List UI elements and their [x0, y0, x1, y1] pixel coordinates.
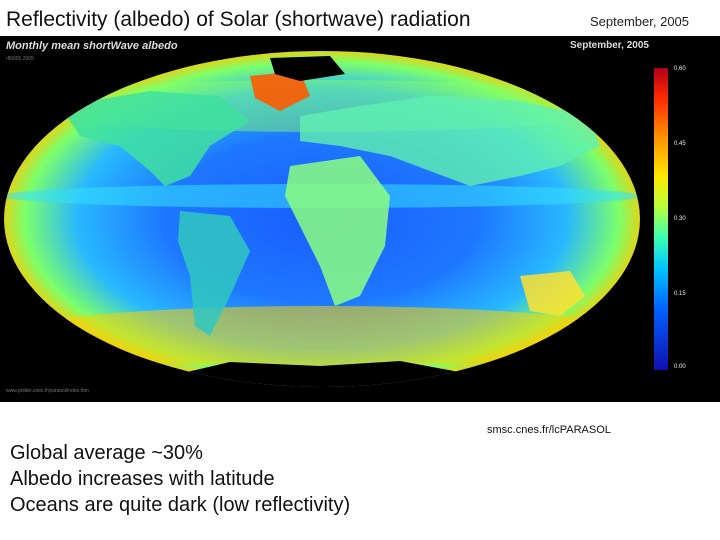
cloud-band-south	[4, 306, 640, 366]
colorbar-tick: 0.30	[674, 216, 686, 222]
slide-title: Reflectivity (albedo) of Solar (shortwav…	[6, 8, 471, 31]
source-credit: smsc.cnes.fr/lcPARASOL	[487, 424, 611, 436]
colorbar-tick: 0.60	[674, 66, 686, 72]
colorbar-tick: 0.45	[674, 141, 686, 147]
colorbar-tick: 0.00	[674, 364, 686, 370]
slide-date: September, 2005	[590, 14, 690, 29]
antarctica-shape	[170, 361, 470, 387]
africa-shape	[285, 156, 390, 306]
colorbar-tick: 0.15	[674, 291, 686, 297]
map-footer-credit: www.polder.cnes.fr/parasol/index.htm	[6, 388, 89, 394]
map-credit-small: rfl0005 2005	[6, 56, 34, 62]
albedo-map-panel: Monthly mean shortWave albedo September,…	[0, 36, 720, 402]
europe-asia-shape	[300, 96, 600, 186]
bullet-list: Global average ~30% Albedo increases wit…	[10, 440, 350, 518]
arctic-dark-region	[270, 56, 345, 81]
greenland-shape	[250, 71, 310, 111]
albedo-colorbar	[654, 68, 668, 370]
bullet-item: Global average ~30%	[10, 442, 203, 464]
australia-shape	[520, 271, 585, 316]
albedo-world-map	[4, 51, 640, 387]
bullet-item: Albedo increases with latitude	[10, 468, 275, 490]
bullet-item: Oceans are quite dark (low reflectivity)	[10, 494, 351, 516]
map-date-label: September, 2005	[570, 40, 649, 51]
north-america-shape	[60, 91, 250, 186]
south-america-shape	[178, 211, 250, 336]
map-heading: Monthly mean shortWave albedo	[6, 40, 178, 52]
